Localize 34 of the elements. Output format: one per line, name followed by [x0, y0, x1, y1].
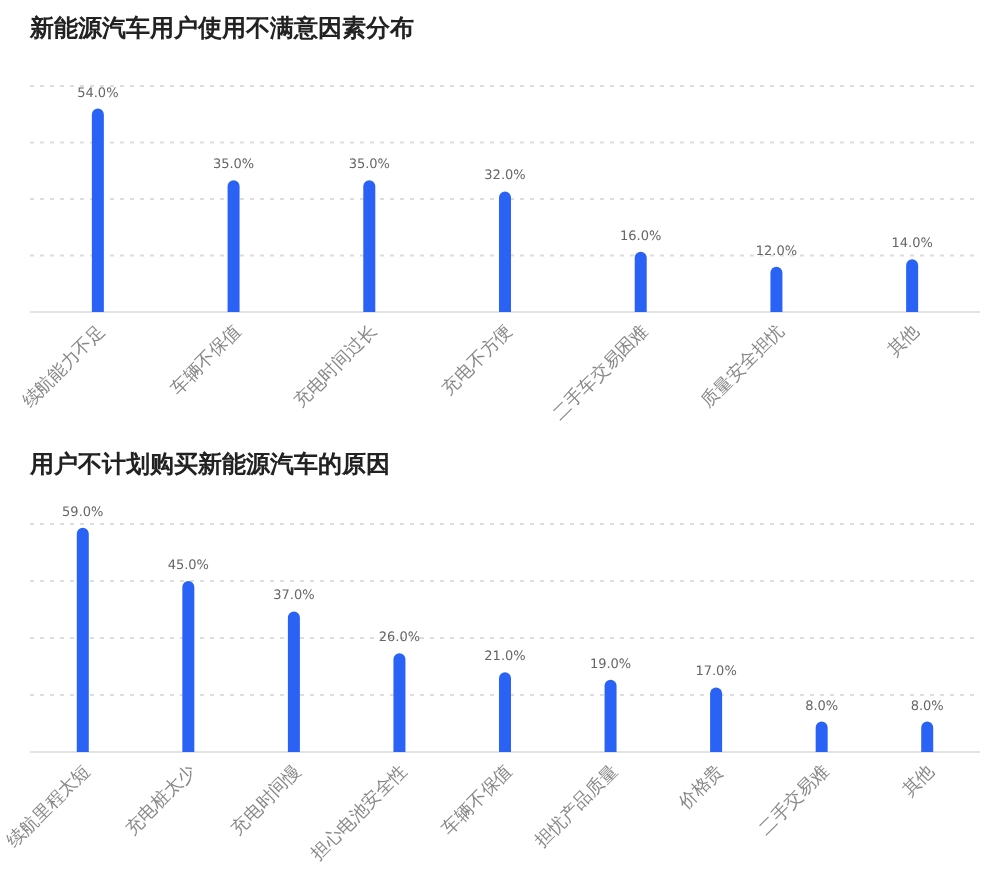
x-tick-label: 担心电池安全性: [307, 760, 412, 866]
bar: [182, 581, 195, 752]
bar: [91, 108, 104, 312]
bar: [770, 266, 783, 312]
x-tick-label: 价格贵: [673, 760, 729, 816]
bar: [921, 721, 934, 752]
x-tick-label: 充电不方便: [438, 320, 518, 400]
x-tick-label: 充电桩太少: [121, 760, 201, 840]
bar: [710, 687, 723, 752]
x-tick-label: 车辆不保值: [438, 760, 518, 840]
bar: [499, 191, 511, 312]
x-tick-label: 充电时间慢: [226, 760, 307, 840]
x-tick-label: 续航能力不足: [18, 320, 111, 413]
x-tick-label: 二手交易难: [754, 760, 834, 840]
bar: [604, 679, 617, 752]
bar: [363, 180, 376, 312]
bar: [815, 721, 828, 752]
bar: [393, 653, 406, 752]
x-tick-label: 其他: [898, 760, 940, 802]
x-tick-label: 其他: [883, 320, 925, 362]
chart-title: 新能源汽车用户使用不满意因素分布: [28, 14, 414, 42]
x-tick-label: 担忧产品质量: [530, 760, 623, 853]
bar: [634, 251, 647, 312]
bar: [76, 527, 89, 752]
bar: [499, 672, 511, 752]
bar: [906, 259, 919, 312]
bar: [287, 611, 300, 752]
x-tick-label: 质量安全担忧: [696, 320, 789, 413]
x-tick-label: 二手车交易困难: [548, 320, 653, 426]
chart-title: 用户不计划购买新能源汽车的原因: [28, 450, 390, 478]
bar: [227, 180, 240, 312]
x-tick-label: 续航里程太短: [3, 760, 96, 853]
x-tick-label: 车辆不保值: [166, 320, 246, 400]
x-tick-label: 充电时间过长: [289, 320, 382, 413]
